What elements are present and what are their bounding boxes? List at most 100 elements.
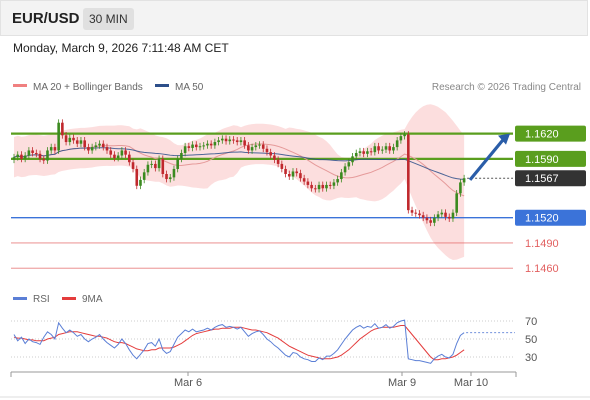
candle-body [116,155,120,159]
target-arrow-shaft [468,137,506,181]
rsi-tick-30: 30 [525,352,537,364]
candle-body [258,144,261,146]
candle-body [23,155,27,159]
candle [314,184,317,193]
ma50-legend-swatch [155,84,169,87]
candle-body [139,179,142,186]
candle-body [287,174,291,177]
candle-body [109,150,113,155]
candle-body [64,135,68,143]
candle [235,137,239,146]
candle-body [180,152,183,159]
candle [354,149,358,160]
candle-body [459,182,462,194]
candle [105,143,109,154]
target-arrow-head [498,133,510,145]
candle-body [209,143,213,146]
candle-body [380,149,384,151]
level-label-text: 1.1520 [525,213,559,225]
candle-body [235,140,239,143]
candle [328,181,332,190]
candle [154,160,157,172]
candle [94,142,98,151]
candle [310,181,313,192]
candle-body [328,184,332,186]
rsi-panel: 70 50 30 [11,316,537,364]
candle-body [302,178,306,182]
candle [347,158,351,170]
candle-body [105,147,109,151]
candle-body [366,151,369,154]
candle [35,149,38,158]
candle [425,214,429,224]
candle [57,119,60,154]
candle [150,160,153,169]
candle [250,143,254,154]
candle [414,209,418,217]
level-label-text: 1.1590 [525,154,559,166]
candle [194,141,198,151]
candle-body [16,154,20,158]
candle [291,168,295,180]
rsi-ma-line [13,325,465,361]
candle [358,147,362,157]
time-label-Mar 10: Mar 10 [454,377,488,389]
candle-body [317,184,321,190]
candle [444,209,447,221]
candle [31,147,34,157]
candle [451,209,455,222]
candle [269,148,272,159]
candle [247,142,250,154]
candle-body [407,134,410,211]
candle [157,155,161,172]
time-label-Mar 9: Mar 9 [388,377,416,389]
bollinger-legend-label: MA 20 + Bollinger Bands [33,82,143,93]
candle-body [455,193,458,213]
candle-body [340,172,343,180]
source-credit: Research © 2026 Trading Central [432,82,581,93]
candle-body [72,137,75,141]
candle-body [284,168,287,174]
level-label-1.1620: 1.1620 [515,125,586,142]
candle-body [35,152,38,154]
candle-body [120,150,124,156]
candle-body [198,146,202,148]
candle [410,206,414,217]
candle [447,213,451,222]
candle [38,150,42,163]
candle-body [265,148,269,153]
candle-body [128,154,131,163]
candle [124,147,127,159]
candle [27,147,31,159]
candle [187,142,191,152]
candle [23,152,27,163]
candle-body [224,138,228,142]
candle-body [354,152,358,157]
candle-body [451,212,455,219]
level-label-bg [515,125,586,142]
candle-body [61,122,64,136]
candle-body [369,151,373,153]
candle [321,181,325,192]
level-label-text: 1.1567 [525,173,559,185]
level-label-1.1520: 1.1520 [515,209,586,226]
candle [116,152,120,162]
candle [168,174,172,183]
candle [213,138,217,149]
candle-body [291,171,295,177]
candle-body [425,217,429,221]
candle [440,209,444,218]
candle-body [243,140,246,146]
candle [72,134,75,144]
candle [403,131,406,140]
candle-body [75,140,79,144]
candle-body [280,163,284,169]
timeframe-badge[interactable]: 30 MIN [83,8,134,30]
candle [284,165,287,178]
candle [418,210,421,219]
candle-body [38,153,42,159]
candle [265,145,269,156]
candle-body [414,212,418,214]
candle-body [31,150,34,153]
